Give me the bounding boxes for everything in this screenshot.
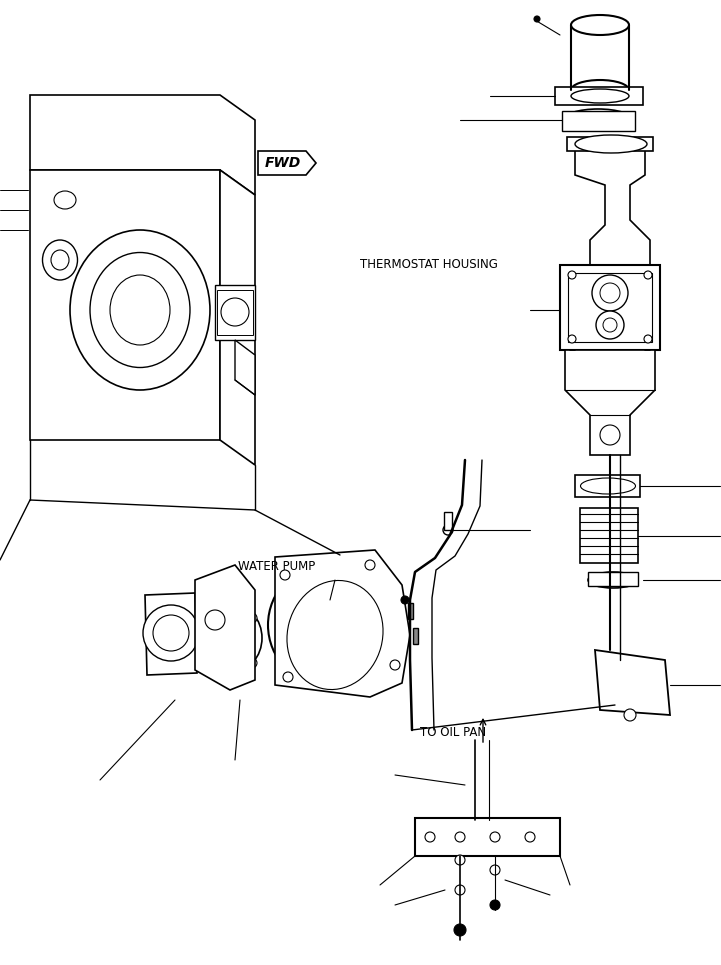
Circle shape [280,570,290,580]
Circle shape [600,425,620,445]
Circle shape [209,655,219,665]
Circle shape [596,311,624,339]
Circle shape [221,298,249,326]
Circle shape [205,610,225,630]
Circle shape [644,335,652,343]
Ellipse shape [90,253,190,368]
Circle shape [490,832,500,842]
Polygon shape [258,151,316,175]
Circle shape [644,271,652,279]
Circle shape [153,615,189,651]
Polygon shape [195,565,255,690]
Circle shape [600,283,620,303]
Circle shape [603,318,617,332]
Circle shape [268,563,392,687]
Ellipse shape [575,135,647,153]
Circle shape [455,832,465,842]
Polygon shape [30,170,220,440]
Bar [408,603,413,619]
Circle shape [401,596,409,604]
Bar [588,572,638,586]
Polygon shape [595,650,670,715]
Circle shape [525,832,535,842]
Circle shape [247,658,257,668]
Ellipse shape [210,612,254,664]
Circle shape [283,672,293,682]
Bar [444,512,452,530]
Text: WATER PUMP: WATER PUMP [238,561,315,573]
Bar [217,290,253,335]
Ellipse shape [202,604,262,672]
Bar [555,87,643,105]
Circle shape [624,709,636,721]
Ellipse shape [110,275,170,345]
Ellipse shape [588,572,638,588]
Polygon shape [235,340,255,395]
Ellipse shape [571,15,629,35]
Circle shape [490,865,500,875]
Polygon shape [275,550,410,697]
Bar [215,285,255,340]
Polygon shape [30,95,255,195]
Ellipse shape [51,250,69,270]
Circle shape [425,832,435,842]
Bar [415,818,560,856]
Circle shape [390,660,400,670]
Ellipse shape [54,191,76,209]
Ellipse shape [571,89,629,103]
Circle shape [455,855,465,865]
Bar [568,273,652,342]
Circle shape [490,900,500,910]
Ellipse shape [70,230,210,390]
Circle shape [568,335,576,343]
Bar [580,508,638,563]
Ellipse shape [287,581,383,690]
Text: TO OIL PAN: TO OIL PAN [420,727,486,739]
Bar [413,628,418,644]
Text: THERMOSTAT HOUSING: THERMOSTAT HOUSING [360,259,498,271]
Circle shape [455,885,465,895]
Bar [562,111,635,131]
Bar [575,475,640,497]
Ellipse shape [580,478,635,494]
Polygon shape [565,350,655,455]
Bar [567,137,653,151]
Circle shape [454,924,466,936]
Circle shape [207,613,217,623]
Text: FWD: FWD [265,156,301,170]
Circle shape [568,271,576,279]
Circle shape [143,605,199,661]
Bar [560,265,660,350]
Ellipse shape [571,80,629,100]
Circle shape [247,613,257,623]
Ellipse shape [563,109,633,131]
Circle shape [443,525,453,535]
Circle shape [592,275,628,311]
Circle shape [305,600,355,650]
Circle shape [282,577,378,673]
Polygon shape [575,145,650,265]
Ellipse shape [43,240,77,280]
Circle shape [365,560,375,570]
Polygon shape [145,593,197,675]
Polygon shape [220,170,255,465]
Ellipse shape [570,113,626,127]
Circle shape [534,16,540,22]
